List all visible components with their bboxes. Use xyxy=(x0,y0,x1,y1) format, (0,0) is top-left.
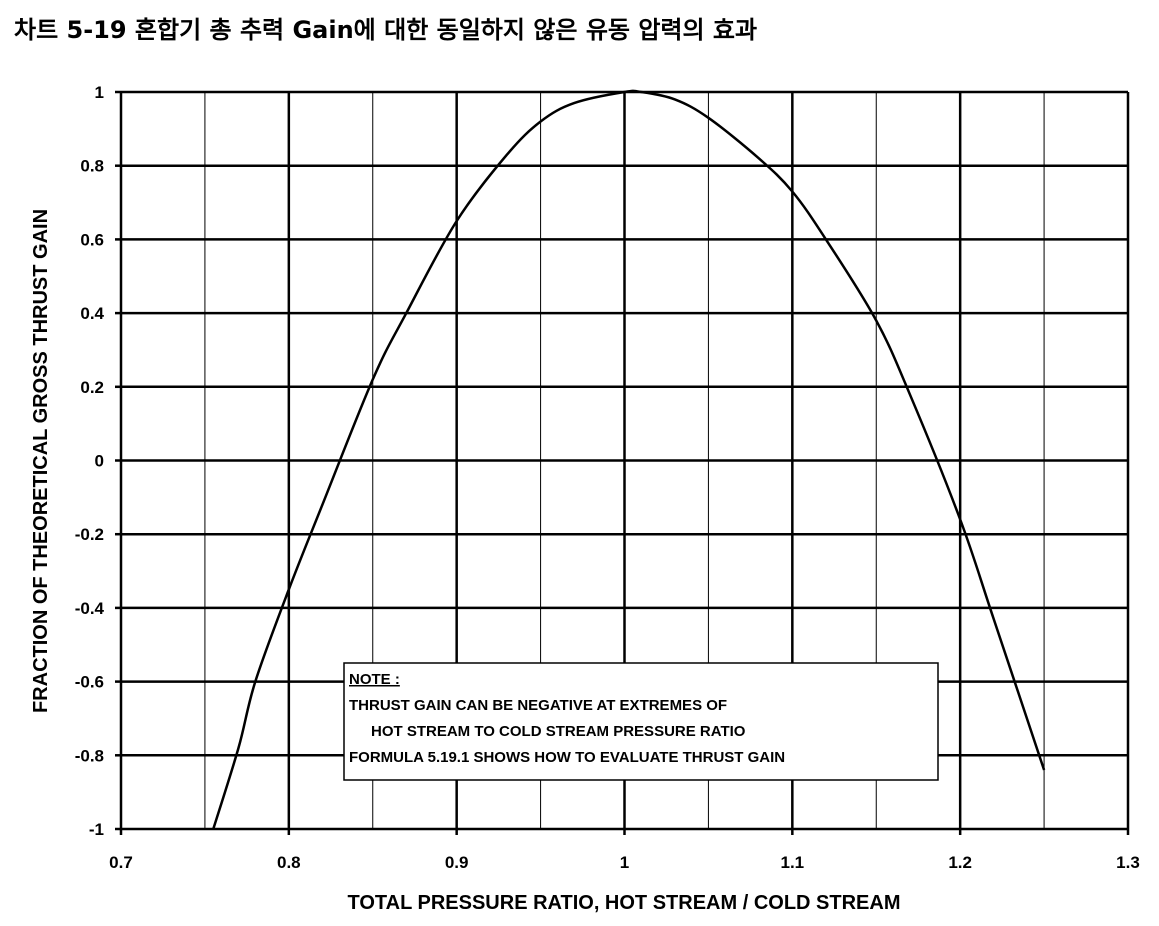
y-tick-label: -0.6 xyxy=(75,673,104,692)
x-tick-labels: 0.7 0.8 0.9 1 1.1 1.2 1.3 xyxy=(109,853,1140,872)
note-line-2: HOT STREAM TO COLD STREAM PRESSURE RATIO xyxy=(371,723,746,740)
y-tick-label: -0.8 xyxy=(75,746,104,765)
x-tick-label: 1.3 xyxy=(1116,853,1140,872)
x-tick-label: 0.8 xyxy=(277,853,301,872)
chart-title: 차트 5-19 혼합기 총 추력 Gain에 대한 동일하지 않은 유동 압력의… xyxy=(14,16,758,44)
x-tick-label: 1 xyxy=(620,853,629,872)
x-tick-label: 0.9 xyxy=(445,853,469,872)
y-tick-label: -0.2 xyxy=(75,525,104,544)
y-axis-label: FRACTION OF THEORETICAL GROSS THRUST GAI… xyxy=(30,209,52,713)
y-tick-label: 1 xyxy=(95,83,104,102)
x-tick-label: 0.7 xyxy=(109,853,133,872)
x-axis-label: TOTAL PRESSURE RATIO, HOT STREAM / COLD … xyxy=(348,892,901,914)
y-tick-label: 0 xyxy=(95,452,104,471)
note-line-3: FORMULA 5.19.1 SHOWS HOW TO EVALUATE THR… xyxy=(349,749,785,766)
y-tick-label: -1 xyxy=(89,820,104,839)
x-tick-label: 1.1 xyxy=(781,853,805,872)
note-box: NOTE : THRUST GAIN CAN BE NEGATIVE AT EX… xyxy=(343,662,939,781)
y-tick-label: 0.2 xyxy=(80,378,104,397)
note-line-1: THRUST GAIN CAN BE NEGATIVE AT EXTREMES … xyxy=(349,697,727,714)
note-heading: NOTE : xyxy=(349,671,400,688)
note-box-border xyxy=(343,662,939,781)
y-tick-label: 0.8 xyxy=(80,157,104,176)
x-tick-label: 1.2 xyxy=(948,853,972,872)
y-tick-label: 0.6 xyxy=(80,230,104,249)
thrust-gain-curve xyxy=(212,89,1046,830)
y-tick-labels: 1 0.8 0.6 0.4 0.2 0 -0.2 -0.4 -0.6 -0.8 -1 xyxy=(75,83,105,839)
y-tick-label: -0.4 xyxy=(75,599,105,618)
axes xyxy=(115,90,1130,835)
y-tick-label: 0.4 xyxy=(80,304,104,323)
